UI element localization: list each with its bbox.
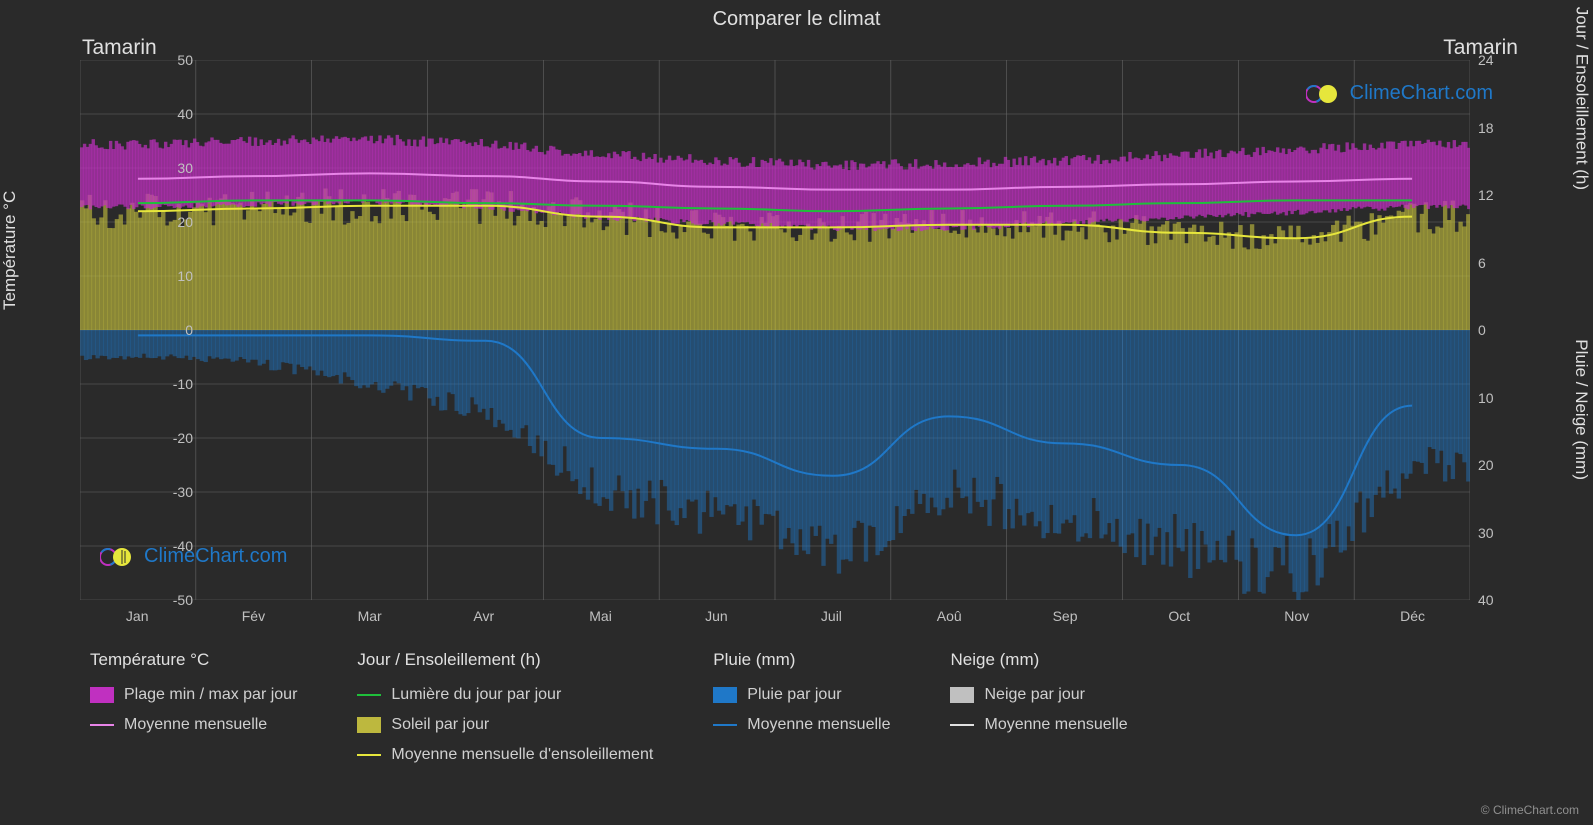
right-tick: 12 (1478, 187, 1494, 203)
legend-label: Soleil par jour (391, 716, 489, 734)
legend-label: Neige par jour (984, 686, 1085, 704)
right-tick: 24 (1478, 52, 1494, 68)
right-tick: 10 (1478, 390, 1494, 406)
legend-item: Neige par jour (950, 686, 1127, 704)
legend-swatch (357, 754, 381, 756)
legend-swatch (90, 724, 114, 726)
legend-item: Lumière du jour par jour (357, 686, 653, 704)
month-tick: Avr (473, 608, 494, 624)
left-tick: 40 (73, 106, 193, 122)
right-axis-label-top: Jour / Ensoleillement (h) (1571, 7, 1591, 190)
watermark-text: ClimeChart.com (1350, 82, 1493, 105)
right-tick: 20 (1478, 457, 1494, 473)
month-tick: Nov (1284, 608, 1309, 624)
legend-label: Moyenne mensuelle (747, 716, 890, 734)
logo-icon (1306, 83, 1342, 105)
month-tick: Déc (1400, 608, 1425, 624)
left-tick: 30 (73, 160, 193, 176)
month-tick: Jun (705, 608, 728, 624)
month-tick: Sep (1053, 608, 1078, 624)
legend-item: Plage min / max par jour (90, 686, 297, 704)
legend-swatch (713, 687, 737, 703)
legend-label: Plage min / max par jour (124, 686, 297, 704)
chart-svg (80, 60, 1470, 600)
legend-item: Moyenne mensuelle (90, 716, 297, 734)
month-tick: Aoû (937, 608, 962, 624)
left-tick: -30 (73, 484, 193, 500)
left-tick: -10 (73, 376, 193, 392)
legend-item: Moyenne mensuelle (950, 716, 1127, 734)
legend-swatch (357, 694, 381, 696)
legend-item: Moyenne mensuelle (713, 716, 890, 734)
legend-label: Lumière du jour par jour (391, 686, 561, 704)
month-tick: Juil (821, 608, 842, 624)
right-tick: 0 (1478, 322, 1486, 338)
legend-label: Moyenne mensuelle d'ensoleillement (391, 746, 653, 764)
left-tick: -50 (73, 592, 193, 608)
legend-col-snow: Neige (mm) Neige par jour Moyenne mensuel… (950, 650, 1127, 764)
legend-col-temperature: Température °C Plage min / max par jour M… (90, 650, 297, 764)
legend-col-daylight: Jour / Ensoleillement (h) Lumière du jou… (357, 650, 653, 764)
legend: Température °C Plage min / max par jour M… (90, 650, 1128, 764)
legend-swatch (713, 724, 737, 726)
left-tick: -20 (73, 430, 193, 446)
legend-item: Pluie par jour (713, 686, 890, 704)
logo-icon (100, 546, 136, 568)
legend-title: Jour / Ensoleillement (h) (357, 650, 653, 670)
copyright-text: © ClimeChart.com (1481, 803, 1579, 817)
month-tick: Mar (358, 608, 382, 624)
legend-label: Moyenne mensuelle (984, 716, 1127, 734)
legend-item: Moyenne mensuelle d'ensoleillement (357, 746, 653, 764)
month-tick: Mai (589, 608, 612, 624)
legend-swatch (90, 687, 114, 703)
left-axis-label: Température °C (0, 191, 20, 310)
legend-swatch (357, 717, 381, 733)
legend-item: Soleil par jour (357, 716, 653, 734)
watermark-bottom-left: ClimeChart.com (100, 545, 287, 568)
left-tick: 10 (73, 268, 193, 284)
left-tick: 50 (73, 52, 193, 68)
legend-title: Neige (mm) (950, 650, 1127, 670)
right-tick: 40 (1478, 592, 1494, 608)
month-tick: Oct (1168, 608, 1190, 624)
chart-area (80, 60, 1470, 600)
legend-title: Pluie (mm) (713, 650, 890, 670)
legend-label: Moyenne mensuelle (124, 716, 267, 734)
right-tick: 30 (1478, 525, 1494, 541)
legend-swatch (950, 724, 974, 726)
legend-title: Température °C (90, 650, 297, 670)
left-tick: 20 (73, 214, 193, 230)
month-tick: Fév (242, 608, 265, 624)
right-tick: 6 (1478, 255, 1486, 271)
watermark-top-right: ClimeChart.com (1306, 82, 1493, 105)
legend-label: Pluie par jour (747, 686, 841, 704)
watermark-text: ClimeChart.com (144, 545, 287, 568)
legend-swatch (950, 687, 974, 703)
legend-col-rain: Pluie (mm) Pluie par jour Moyenne mensuel… (713, 650, 890, 764)
right-tick: 18 (1478, 120, 1494, 136)
month-tick: Jan (126, 608, 149, 624)
left-tick: 0 (73, 322, 193, 338)
chart-title: Comparer le climat (0, 0, 1593, 31)
right-axis-label-bottom: Pluie / Neige (mm) (1571, 339, 1591, 480)
